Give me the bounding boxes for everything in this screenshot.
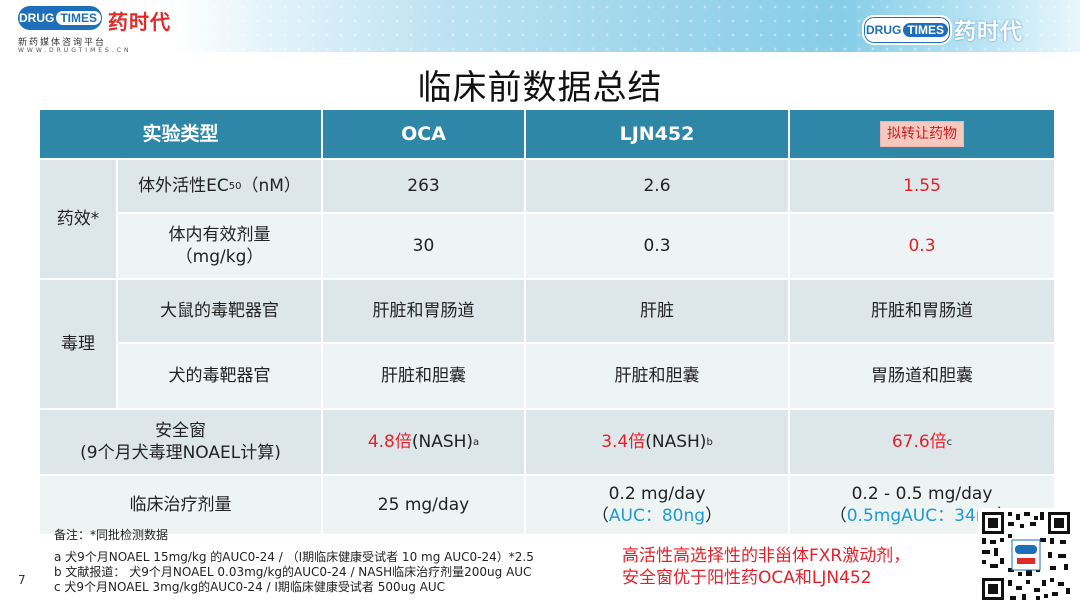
cell-dog-ljn452: 肝脏和胆囊: [526, 344, 788, 408]
header-ljn452: LJN452: [526, 110, 788, 158]
row-label-clinical-dose: 临床治疗剂量: [40, 476, 321, 534]
candidate-drug-tag: 拟转让药物: [880, 120, 964, 148]
cell-clinical-candidate: 0.2 - 0.5 mg/day（0.5mgAUC：34ng）: [790, 476, 1054, 534]
row-label-dog-target-organs: 犬的毒靶器官: [118, 344, 321, 408]
cell-rat-candidate: 肝脏和胃肠道: [790, 280, 1054, 342]
row-label-rat-target-organs: 大鼠的毒靶器官: [118, 280, 321, 342]
cell-safety-candidate: 67.6倍 c: [790, 410, 1054, 474]
qr-code-graphic: [978, 508, 1074, 604]
header-candidate-drug: 拟转让药物: [790, 110, 1054, 158]
cell-safety-oca: 4.8倍 (NASH) a: [323, 410, 524, 474]
logo-pill: DRUG TIMES: [18, 6, 102, 30]
row-label-ec50: 体外活性EC 50 （nM）: [118, 160, 321, 212]
logo-chinese-name: 药时代: [108, 10, 171, 34]
group-toxicology: 毒理: [40, 280, 116, 408]
cell-ec50-ljn452: 2.6: [526, 160, 788, 212]
footnote-a: a 犬9个月NOAEL 15mg/kg 的AUC0-24 / （I期临床健康受试…: [54, 550, 534, 564]
footnote-c: c 犬9个月NOAEL 3mg/kg的AUC0-24 / I期临床健康受试者 5…: [54, 580, 446, 594]
row-label-safety-window: 安全窗 (9个月犬毒理NOAEL计算): [40, 410, 321, 474]
cell-ec50-candidate: 1.55: [790, 160, 1054, 212]
conclusion-text: 高活性高选择性的非甾体FXR激动剂， 安全窗优于阳性药OCA和LJN452: [622, 546, 911, 588]
cell-safety-ljn452: 3.4倍 (NASH) b: [526, 410, 788, 474]
cell-clinical-ljn452: 0.2 mg/day （AUC：80ng）: [526, 476, 788, 534]
cell-rat-oca: 肝脏和胃肠道: [323, 280, 524, 342]
logo-tagline: 新药媒体咨询平台: [18, 38, 107, 48]
group-efficacy: 药效*: [40, 160, 116, 278]
cell-dose-oca: 30: [323, 214, 524, 278]
row-label-effective-dose: 体内有效剂量 （mg/kg）: [118, 214, 321, 278]
cell-dose-candidate: 0.3: [790, 214, 1054, 278]
qr-code-image: [978, 508, 1074, 604]
cell-ec50-oca: 263: [323, 160, 524, 212]
footnotes: 备注：*同批检测数据 a 犬9个月NOAEL 15mg/kg 的AUC0-24 …: [54, 528, 534, 595]
page-number: 7: [18, 573, 26, 587]
header-oca: OCA: [323, 110, 524, 158]
cell-dog-candidate: 胃肠道和胆囊: [790, 344, 1054, 408]
logo-url: WWW.DRUGTIMES.CN: [18, 47, 132, 54]
preclinical-summary-table: 实验类型 OCA LJN452 拟转让药物 药效* 体外活性EC 50 （nM） 2…: [40, 110, 1054, 534]
cell-rat-ljn452: 肝脏: [526, 280, 788, 342]
logo-pill: DRUG TIMES: [862, 15, 952, 45]
cell-clinical-oca: 25 mg/day: [323, 476, 524, 534]
header-experiment-type: 实验类型: [40, 110, 321, 158]
cell-dose-ljn452: 0.3: [526, 214, 788, 278]
drugtimes-logo-right: DRUG TIMES 药时代: [862, 10, 1062, 45]
footnote-remark: 备注：*同批检测数据: [54, 528, 169, 542]
logo-chinese-name: 药时代: [954, 20, 1024, 45]
slide-title: 临床前数据总结: [417, 68, 663, 108]
footnote-b: b 文献报道： 犬9个月NOAEL 0.03mg/kg的AUC0-24 / NA…: [54, 565, 532, 579]
drugtimes-logo-left: DRUG TIMES 药时代 新药媒体咨询平台 WWW.DRUGTIMES.CN: [14, 4, 174, 54]
cell-dog-oca: 肝脏和胆囊: [323, 344, 524, 408]
